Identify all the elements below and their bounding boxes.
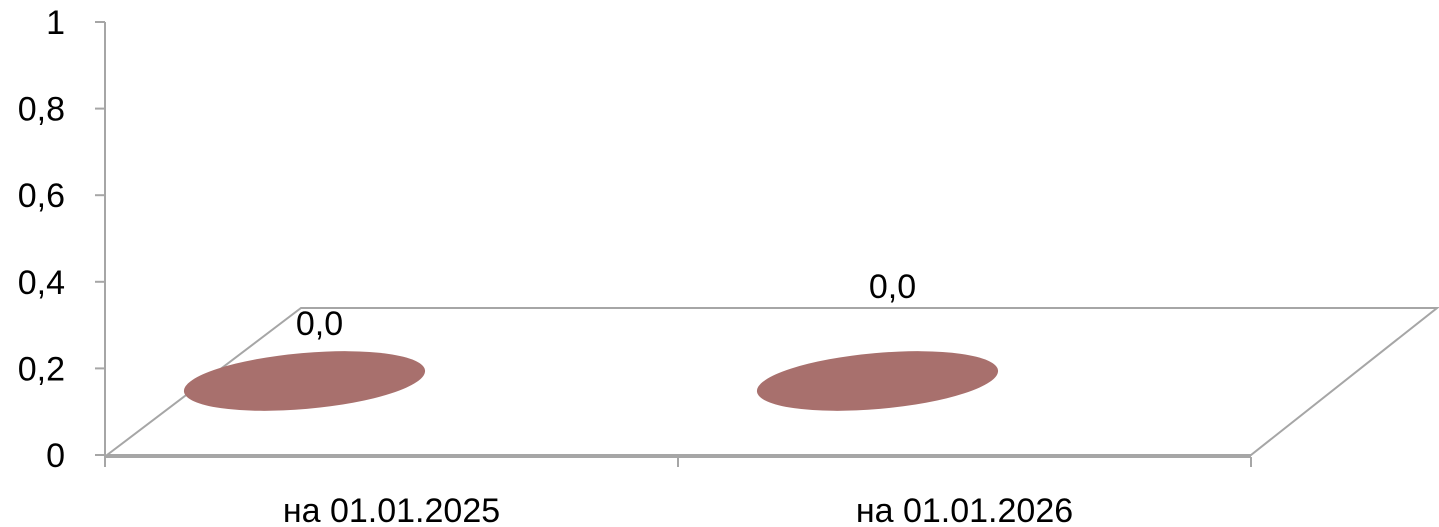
data-label: 0,0 <box>296 305 343 343</box>
y-tick-label: 0 <box>46 437 65 475</box>
x-tick-label: на 01.01.2026 <box>856 492 1073 527</box>
y-axis: 0 0,2 0,4 0,6 0,8 1 <box>18 4 105 475</box>
series-bars <box>183 351 999 411</box>
y-tick-label: 0,8 <box>18 91 65 129</box>
y-tick-label: 1 <box>46 4 65 42</box>
data-labels: 0,0 0,0 <box>296 268 916 343</box>
bar <box>756 351 999 411</box>
y-tick-label: 0,4 <box>18 264 65 302</box>
x-axis: на 01.01.2025 на 01.01.2026 <box>104 457 1252 527</box>
y-tick-label: 0,6 <box>18 177 65 215</box>
x-tick-label: на 01.01.2025 <box>283 492 500 527</box>
data-label: 0,0 <box>869 268 916 306</box>
bar <box>183 351 426 411</box>
y-tick-label: 0,2 <box>18 350 65 388</box>
